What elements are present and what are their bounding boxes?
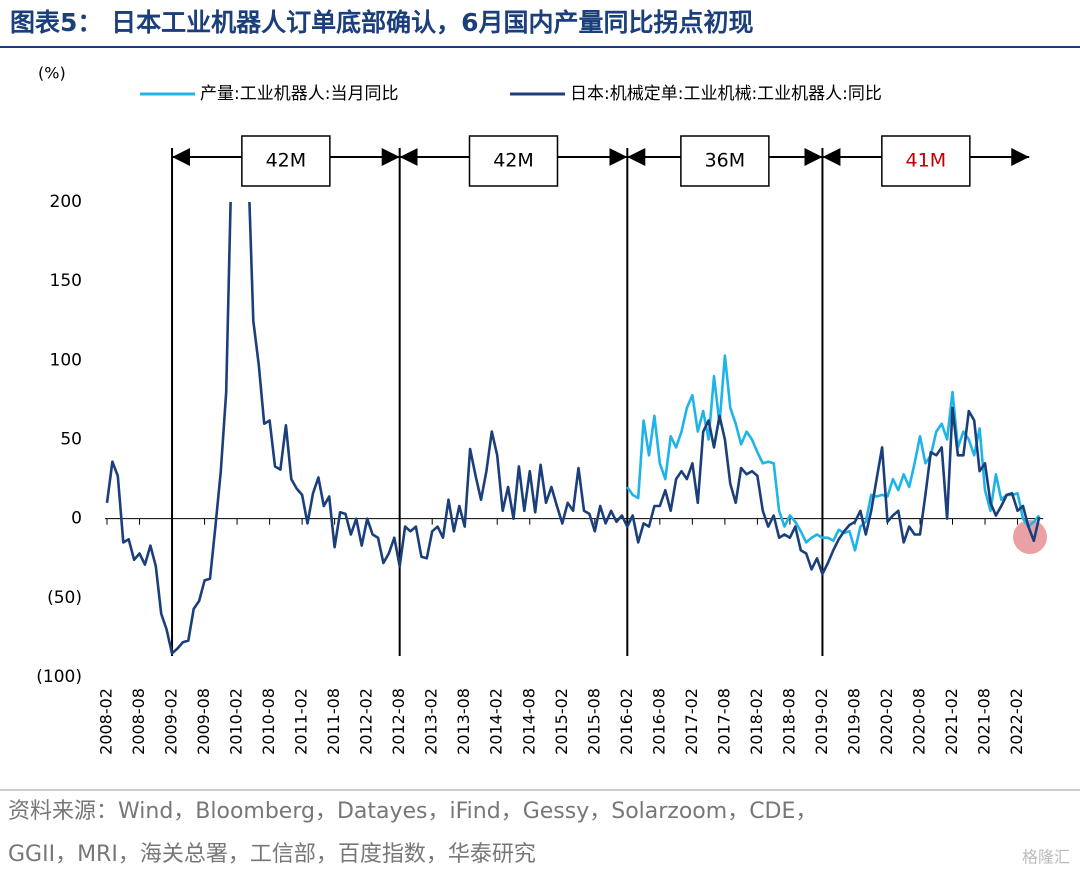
series-line	[105, 202, 1041, 655]
watermark: 格隆汇	[1022, 848, 1070, 867]
y-tick-label: 200	[50, 192, 82, 212]
period-label: 36M	[705, 150, 746, 172]
x-tick-label: 2019-08	[844, 688, 863, 755]
source: 资料来源：Wind，Bloomberg，Datayes，iFind，Gessy，…	[8, 799, 817, 824]
x-tick-label: 2018-08	[779, 688, 798, 755]
x-tick-label: 2012-08	[389, 688, 408, 755]
x-tick-label: 2010-08	[259, 688, 278, 755]
source-cont: GGII，MRI，海关总署，工信部，百度指数，华泰研究	[8, 842, 536, 867]
y-tick-label: 0	[71, 509, 82, 529]
x-tick-label: 2012-02	[357, 688, 376, 755]
x-tick-label: 2018-02	[747, 688, 766, 755]
period-box	[881, 135, 971, 187]
y-tick-label: (100)	[36, 667, 82, 687]
legend-label: 产量:工业机器人:当月同比	[200, 84, 398, 104]
x-tick-label: 2013-02	[422, 688, 441, 755]
x-tick-label: 2015-08	[584, 688, 603, 755]
source-line: GGII，MRI，海关总署，工信部，百度指数，华泰研究	[8, 842, 536, 867]
period-label: 42M	[493, 150, 534, 172]
y-tick-label: 150	[50, 271, 82, 291]
x-tick-label: 2016-02	[617, 688, 636, 755]
x-tick-label: 2014-02	[487, 688, 506, 755]
x-tick-label: 2015-02	[552, 688, 571, 755]
x-tick-label: 2020-08	[910, 688, 929, 755]
x-tick-label: 2017-08	[714, 688, 733, 755]
x-tick-label: 2011-08	[324, 688, 343, 755]
x-tick-label: 2008-02	[97, 688, 116, 755]
x-tick-label: 2011-02	[292, 688, 311, 755]
x-tick-label: 2020-02	[877, 688, 896, 755]
series-line	[626, 354, 1041, 552]
x-tick-label: 2016-08	[649, 688, 668, 755]
x-tick-label: 2022-02	[1007, 688, 1026, 755]
highlight-circle	[1013, 520, 1047, 554]
x-tick-label: 2008-08	[129, 688, 148, 755]
x-tick-label: 2019-02	[812, 688, 831, 755]
y-tick-label: 100	[50, 350, 82, 370]
y-tick-label: 50	[60, 430, 82, 450]
x-tick-label: 2021-08	[975, 688, 994, 755]
x-tick-label: 2010-02	[227, 688, 246, 755]
plot-area	[105, 202, 1041, 655]
x-tick-label: 2009-02	[162, 688, 181, 755]
period-box	[468, 135, 559, 187]
period-label: 41M	[906, 150, 947, 172]
x-tick-label: 2017-02	[682, 688, 701, 755]
x-tick-label: 2013-08	[454, 688, 473, 755]
chart-title: 图表5： 日本工业机器人订单底部确认，6月国内产量同比拐点初现	[10, 8, 754, 37]
x-tick-label: 2014-08	[519, 688, 538, 755]
y-tick-label: (50)	[47, 588, 82, 608]
period-box	[241, 135, 331, 187]
period-box	[680, 135, 770, 187]
source-line: 资料来源：Wind，Bloomberg，Datayes，iFind，Gessy，…	[8, 799, 817, 824]
x-tick-label: 2021-02	[942, 688, 961, 755]
legend-label: 日本:机械定单:工业机械:工业机器人:同比	[570, 84, 882, 104]
x-tick-label: 2009-08	[194, 688, 213, 755]
y-unit: (%)	[38, 64, 66, 83]
period-label: 42M	[266, 150, 307, 172]
